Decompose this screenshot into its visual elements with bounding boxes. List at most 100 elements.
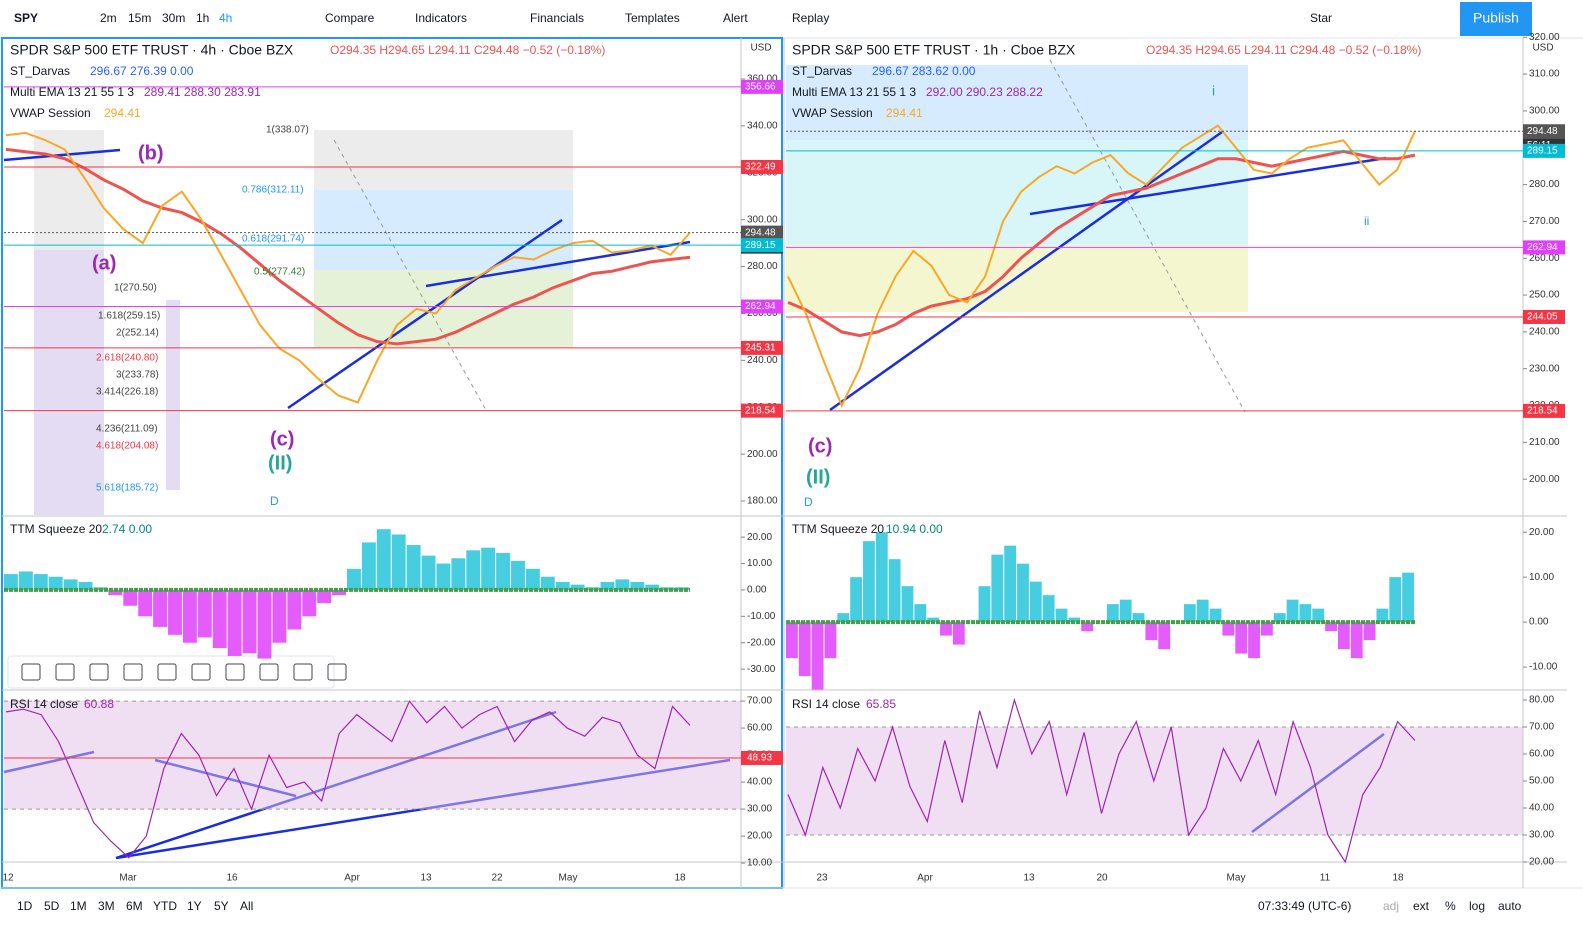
range-button[interactable]: 3M bbox=[98, 899, 115, 913]
squeeze-bar bbox=[78, 582, 93, 590]
interval[interactable]: 30m bbox=[162, 11, 185, 25]
range-button[interactable]: 5Y bbox=[214, 899, 229, 913]
squeeze-bar bbox=[1363, 622, 1376, 641]
y-tick-label: -20.00 bbox=[747, 637, 776, 648]
squeeze-bar bbox=[153, 589, 168, 627]
squeeze-bar bbox=[108, 589, 123, 596]
wave-label: (c) bbox=[808, 435, 832, 457]
squeeze-bar bbox=[406, 545, 421, 590]
price-badge bbox=[1523, 309, 1565, 324]
pane-title: SPDR S&P 500 ETF TRUST · 1h · Cboe BZX bbox=[792, 42, 1076, 58]
range-button[interactable]: All bbox=[240, 899, 253, 913]
range-button[interactable]: 5D bbox=[44, 899, 60, 913]
squeeze-bar bbox=[1081, 622, 1094, 632]
tool-icon[interactable] bbox=[191, 663, 211, 681]
price-badge-label: 218.54 bbox=[745, 405, 776, 416]
interval[interactable]: 4h bbox=[219, 11, 232, 25]
x-tick-label: Apr bbox=[344, 873, 360, 884]
range-button[interactable]: 1D bbox=[17, 899, 33, 913]
price-badge-label: 262.94 bbox=[745, 301, 776, 312]
wave-label: 0.786(312.11) bbox=[242, 185, 304, 196]
wave-label: (a) bbox=[92, 252, 116, 274]
y-tick-label: 250.00 bbox=[1529, 290, 1560, 301]
y-tick-label: 300.00 bbox=[1529, 106, 1560, 117]
y-tick-label: 10.00 bbox=[1529, 572, 1554, 583]
tool-icon[interactable] bbox=[327, 663, 347, 681]
scale-option[interactable]: auto bbox=[1498, 899, 1522, 913]
tool-icon[interactable] bbox=[55, 663, 75, 681]
range-button[interactable]: 1M bbox=[70, 899, 87, 913]
squeeze-bar bbox=[1248, 622, 1260, 659]
x-tick-label: 13 bbox=[1023, 873, 1035, 884]
squeeze-bar bbox=[1312, 608, 1325, 623]
scale-option[interactable]: % bbox=[1445, 899, 1456, 913]
rsi-badge bbox=[741, 750, 783, 765]
y-tick-label: 0.00 bbox=[747, 585, 767, 596]
tool-icon[interactable] bbox=[21, 663, 41, 681]
wave-label: 1(338.07) bbox=[266, 125, 309, 136]
squeeze-bar bbox=[1402, 572, 1414, 623]
price-badge-label: 244.05 bbox=[1527, 312, 1558, 323]
squeeze-bar bbox=[811, 622, 824, 690]
price-badge bbox=[1523, 124, 1565, 139]
range-button[interactable]: 6M bbox=[126, 899, 143, 913]
squeeze-bar bbox=[1376, 608, 1389, 623]
fib-zone bbox=[786, 65, 1248, 140]
toolbar-button[interactable]: Compare bbox=[325, 11, 375, 25]
tool-icon[interactable] bbox=[123, 663, 143, 681]
squeeze-bar bbox=[570, 584, 585, 590]
interval[interactable]: 15m bbox=[128, 11, 151, 25]
interval[interactable]: 1h bbox=[196, 11, 209, 25]
toolbar-button[interactable]: Templates bbox=[625, 11, 680, 25]
y-tick-label: 10.00 bbox=[747, 558, 772, 569]
squeeze-bar bbox=[1299, 604, 1312, 623]
y-tick-label: 200.00 bbox=[1529, 474, 1560, 485]
squeeze-bar bbox=[888, 559, 901, 623]
squeeze-bar bbox=[1222, 622, 1235, 636]
toolbar-button[interactable]: Financials bbox=[530, 11, 584, 25]
squeeze-bar bbox=[914, 604, 927, 623]
toolbar-button[interactable]: Replay bbox=[792, 11, 829, 25]
range-button[interactable]: YTD bbox=[153, 899, 177, 913]
price-badge bbox=[741, 299, 783, 314]
squeeze-bar bbox=[1325, 622, 1337, 632]
toolbar-button[interactable]: Indicators bbox=[415, 11, 467, 25]
toolbar-button[interactable]: Alert bbox=[723, 11, 748, 25]
squeeze-bar bbox=[1029, 581, 1042, 623]
scale-option[interactable]: log bbox=[1469, 899, 1485, 913]
tool-icon[interactable] bbox=[225, 663, 245, 681]
squeeze-bar bbox=[952, 622, 965, 645]
squeeze-bar bbox=[168, 589, 182, 635]
tool-icon[interactable] bbox=[259, 663, 279, 681]
publish-label[interactable]: Publish bbox=[1473, 10, 1519, 26]
symbol[interactable]: SPY bbox=[14, 11, 38, 25]
y-tick-label: 320.00 bbox=[1529, 32, 1560, 43]
squeeze-bar bbox=[302, 589, 317, 617]
squeeze-bar bbox=[347, 568, 361, 590]
squeeze-label: TTM Squeeze 20 bbox=[792, 522, 884, 536]
tool-icon[interactable] bbox=[89, 663, 109, 681]
publish-button[interactable] bbox=[1460, 2, 1532, 36]
y-tick-label: 80.00 bbox=[1529, 695, 1554, 706]
y-tick-label: 300.00 bbox=[747, 214, 778, 225]
range-button[interactable]: 1Y bbox=[187, 899, 202, 913]
indicator-values: 296.67 276.39 0.00 bbox=[90, 64, 194, 78]
scale-option[interactable]: adj bbox=[1383, 899, 1399, 913]
price-badge bbox=[741, 238, 783, 253]
wave-label: 1(270.50) bbox=[114, 283, 157, 294]
tool-icon[interactable] bbox=[157, 663, 177, 681]
y-tick-label: 40.00 bbox=[1529, 803, 1554, 814]
squeeze-bar bbox=[1337, 622, 1350, 650]
tool-icon[interactable] bbox=[293, 663, 313, 681]
squeeze-bar bbox=[1042, 595, 1055, 623]
squeeze-bar bbox=[555, 582, 570, 590]
y-tick-label: 240.00 bbox=[1529, 327, 1560, 338]
interval[interactable]: 2m bbox=[100, 11, 117, 25]
squeeze-bar bbox=[600, 582, 615, 590]
squeeze-bar bbox=[332, 589, 346, 596]
y-tick-label: 260.00 bbox=[747, 308, 778, 319]
layout-name[interactable]: Star bbox=[1310, 11, 1332, 25]
scale-option[interactable]: ext bbox=[1413, 899, 1430, 913]
x-tick-label: 13 bbox=[420, 873, 432, 884]
squeeze-bar bbox=[287, 589, 302, 630]
